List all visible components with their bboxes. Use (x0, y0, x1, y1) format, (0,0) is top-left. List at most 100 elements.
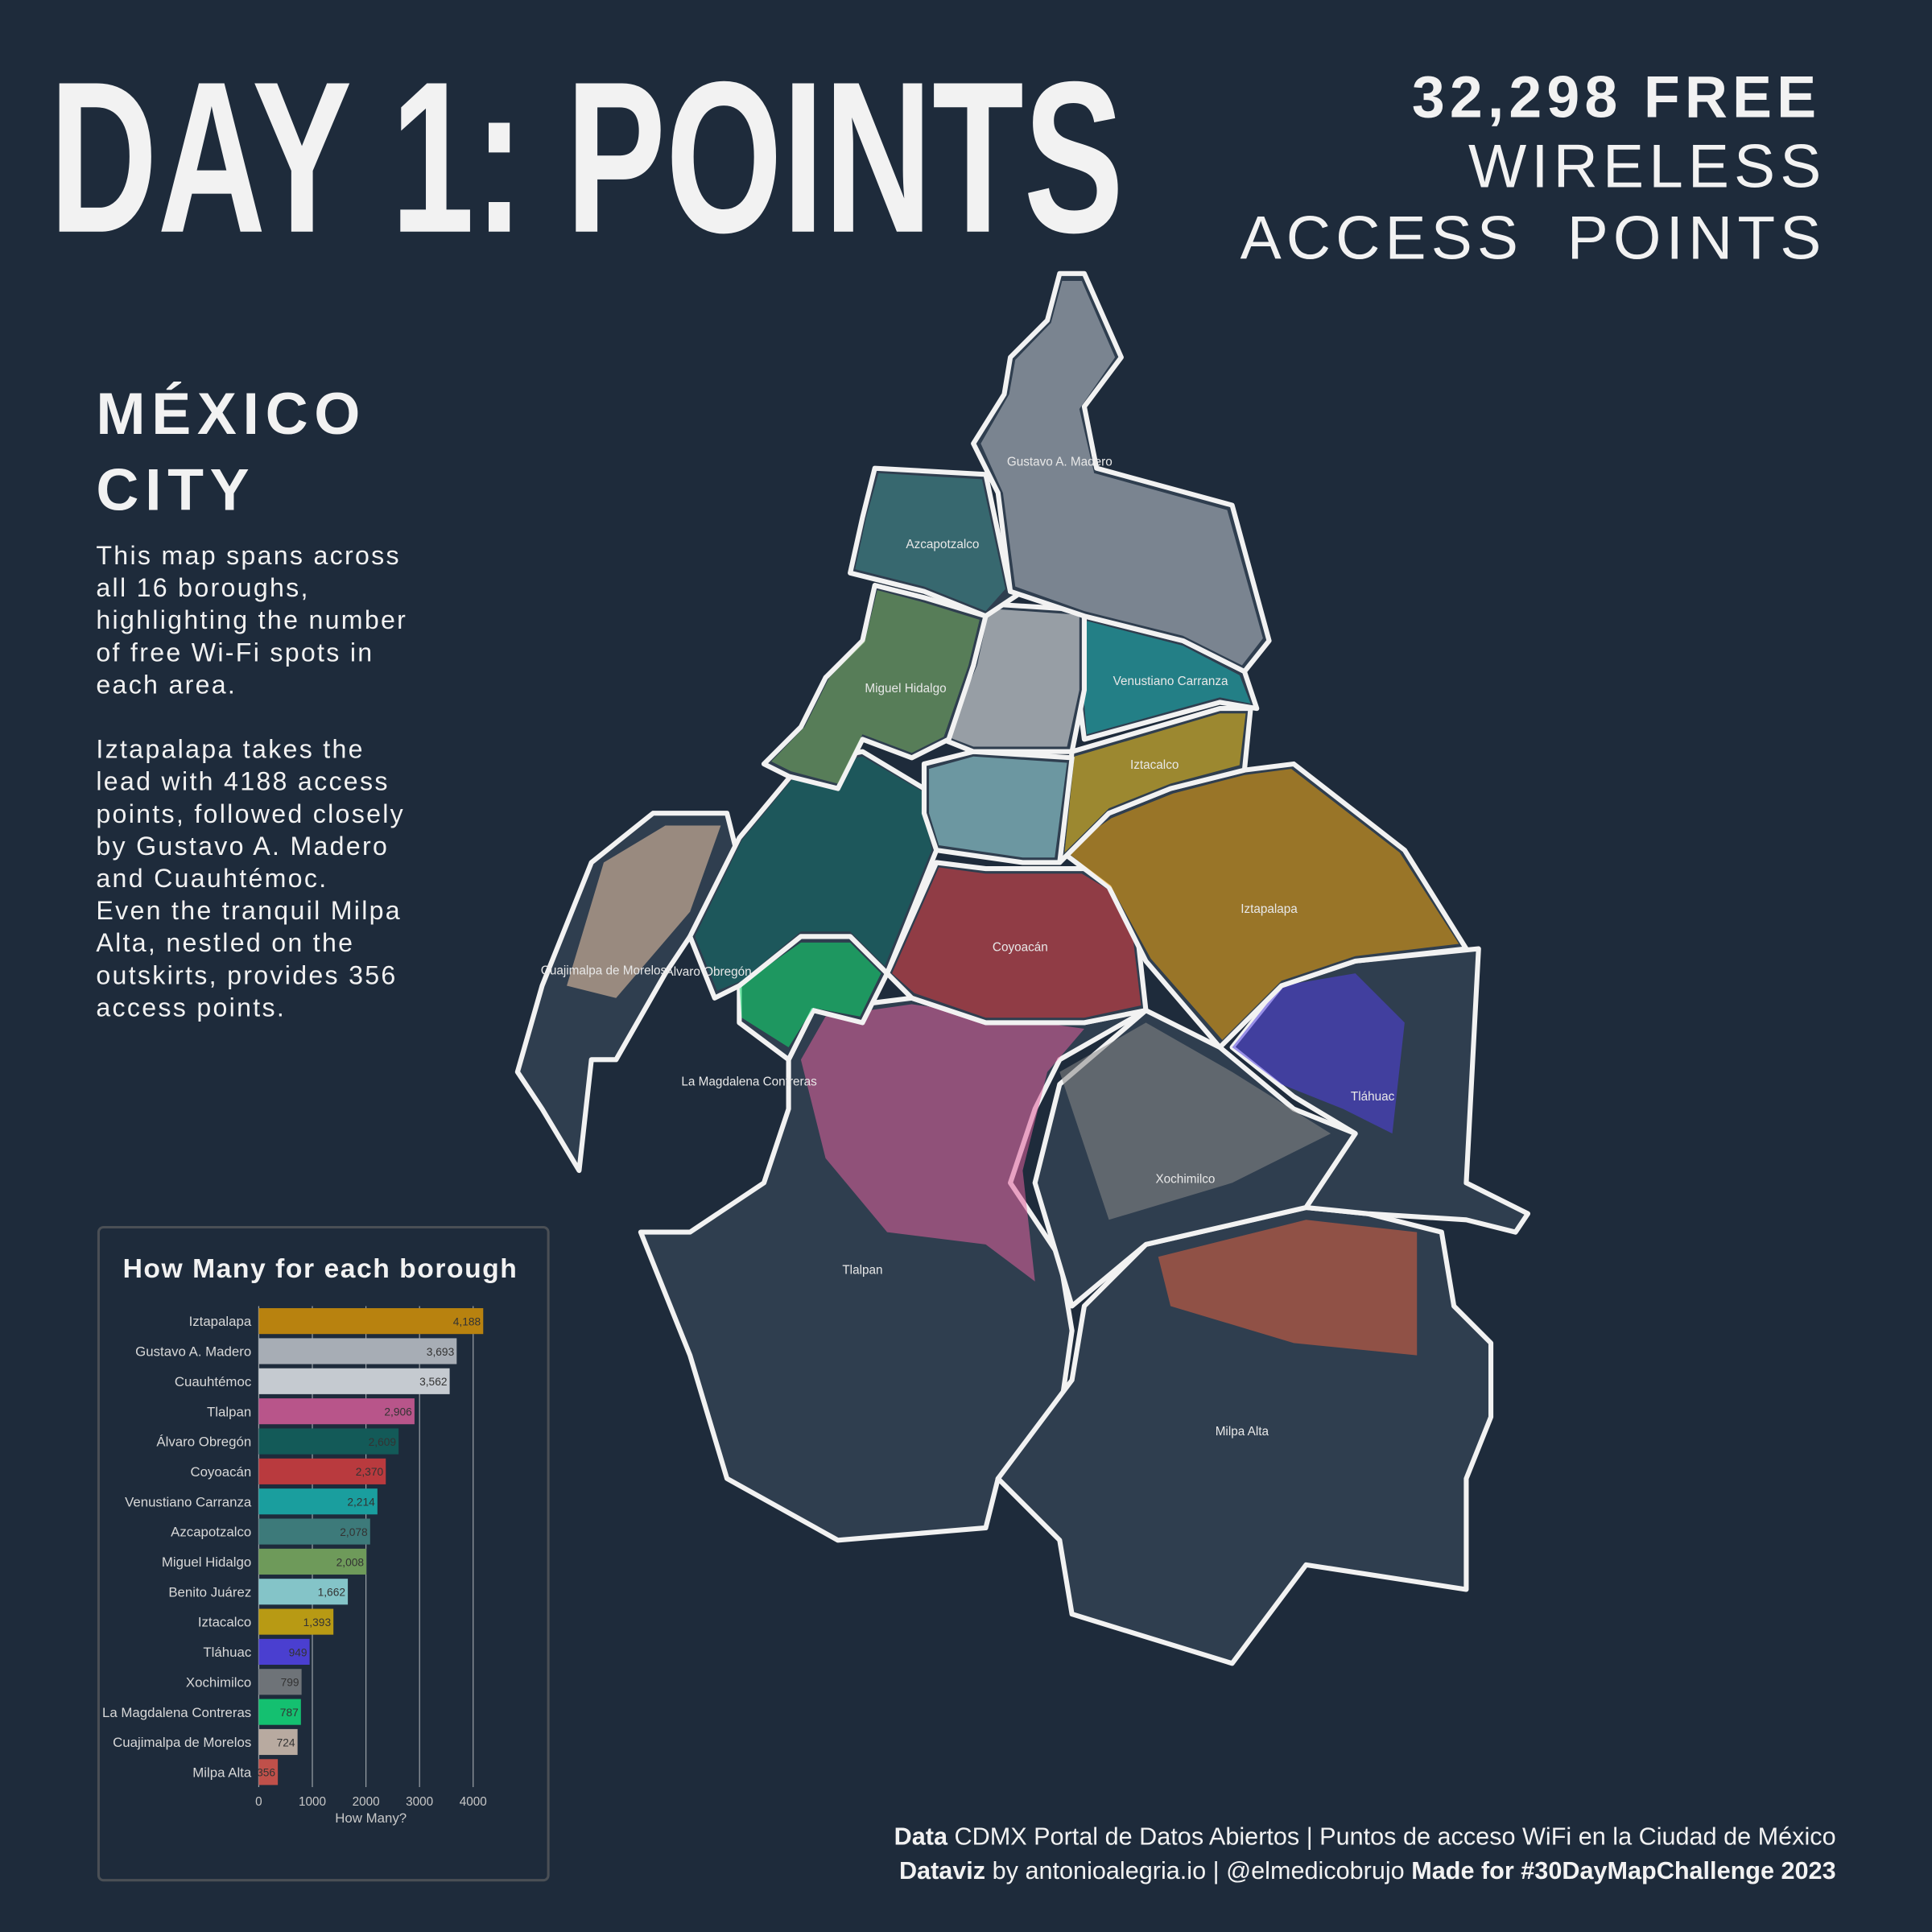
side-text-line: all 16 boroughs, (96, 573, 309, 602)
value-label: 787 (280, 1707, 299, 1719)
borough-points (892, 867, 1141, 1018)
side-text-line: Even the tranquil Milpa (96, 896, 402, 925)
borough-points (1064, 769, 1459, 1040)
subtitle: WIRELESS (1468, 133, 1826, 201)
borough-points (1083, 621, 1251, 735)
footer-bold: Made for #30DayMapChallenge 2023 (1411, 1857, 1835, 1885)
map-label: Milpa Alta (1216, 1425, 1269, 1439)
y-tick-label: Venustiano Carranza (125, 1494, 252, 1509)
borough-points (1064, 713, 1246, 853)
value-label: 1,662 (318, 1587, 345, 1599)
value-label: 2,008 (336, 1556, 365, 1568)
bar (258, 1368, 450, 1394)
borough-points (695, 756, 932, 991)
bar (258, 1338, 457, 1364)
borough-points (980, 280, 1263, 666)
value-label: 2,078 (340, 1526, 368, 1538)
map-label: Tláhuac (1351, 1090, 1395, 1104)
bar (258, 1699, 301, 1725)
map-label: Álvaro Obregón (666, 965, 752, 979)
side-text-line: of free Wi-Fi spots in (96, 638, 374, 667)
side-text-line: access points. (96, 993, 286, 1022)
y-tick-label: Azcapotzalco (171, 1525, 251, 1540)
borough-points (1059, 1022, 1331, 1220)
y-tick-label: Cuajimalpa de Morelos (113, 1735, 251, 1750)
value-label: 3,562 (419, 1376, 447, 1388)
side-text-line: by Gustavo A. Madero (96, 832, 389, 861)
map-label: Azcapotzalco (906, 538, 979, 551)
map-label: Iztacalco (1130, 758, 1179, 772)
bar (258, 1728, 298, 1756)
bar (258, 1638, 310, 1666)
side-text-line: each area. (96, 670, 237, 699)
bar (258, 1759, 279, 1785)
value-label: 2,214 (347, 1496, 375, 1509)
side-text-line: lead with 4188 access (96, 767, 389, 796)
bar (258, 1488, 378, 1515)
side-text-line: highlighting the number (96, 605, 407, 634)
side-text-line: points, followed closely (96, 799, 405, 828)
borough-points (567, 825, 721, 998)
chart-title: How Many for each borough (123, 1254, 518, 1284)
map-label: Tlalpan (842, 1264, 882, 1278)
footer-text: by antonioalegria.io | @elmedicobrujo (993, 1857, 1405, 1885)
y-tick-label: Álvaro Obregón (156, 1435, 251, 1450)
borough-points (739, 942, 881, 1048)
footer-bold: Dataviz (899, 1857, 985, 1885)
side-text-line: Iztapalapa takes the (96, 735, 364, 764)
bar (258, 1608, 334, 1635)
bar (258, 1458, 386, 1484)
bar (258, 1428, 399, 1455)
x-tick-label: 4000 (460, 1795, 487, 1809)
bar (258, 1548, 367, 1575)
side-text: This map spans across all 16 boroughs, hig… (96, 541, 407, 1022)
y-tick-label: Miguel Hidalgo (162, 1554, 251, 1570)
borough-points (929, 756, 1067, 858)
side-text-line: This map spans across (96, 541, 401, 570)
side-heading: CITY (96, 456, 255, 523)
map-label: Coyoacán (993, 941, 1048, 955)
y-tick-label: Tlalpan (207, 1404, 251, 1419)
bar (258, 1518, 370, 1545)
title: DAY 1: POINTS (49, 37, 1124, 278)
value-label: 356 (257, 1767, 275, 1779)
borough-points (771, 590, 980, 784)
borough-points (1232, 973, 1405, 1134)
map-label: Iztapalapa (1241, 902, 1298, 916)
value-label: 2,370 (356, 1466, 384, 1478)
side-text-line: and Cuauhtémoc. (96, 864, 328, 893)
footer-bold: Data (894, 1823, 948, 1850)
footer-text: CDMX Portal de Datos Abiertos | Puntos d… (955, 1823, 1836, 1850)
map-label: Gustavo A. Madero (1007, 456, 1113, 469)
y-tick-label: Milpa Alta (192, 1765, 252, 1780)
borough-points (947, 609, 1080, 747)
side-text-line: Alta, nestled on the (96, 928, 354, 957)
footer-line: Dataviz by antonioalegria.io | @elmedico… (899, 1857, 1836, 1885)
borough-points (1158, 1220, 1418, 1356)
value-label: 4,188 (453, 1315, 481, 1327)
subtitle: 32,298 FREE (1412, 63, 1821, 130)
x-tick-label: 1000 (299, 1795, 326, 1809)
y-tick-label: Cuauhtémoc (175, 1374, 251, 1389)
side-heading: MÉXICO (96, 380, 366, 447)
map-label: Cuajimalpa de Morelos (541, 964, 667, 978)
y-tick-label: Tláhuac (203, 1645, 251, 1660)
value-label: 799 (281, 1677, 299, 1689)
x-tick-label: 3000 (406, 1795, 433, 1809)
map: Gustavo A. Madero Azcapotzalco Miguel Hi… (514, 270, 1531, 1666)
borough-points (800, 1004, 1084, 1282)
bar (258, 1308, 484, 1335)
x-axis-label: How Many? (335, 1810, 407, 1826)
value-label: 2,609 (369, 1436, 396, 1448)
y-tick-label: Benito Juárez (168, 1584, 251, 1600)
value-label: 1,393 (303, 1616, 332, 1629)
map-label: Xochimilco (1155, 1172, 1215, 1186)
y-tick-label: Gustavo A. Madero (135, 1344, 251, 1360)
borough-points (855, 473, 1005, 612)
map-label: Miguel Hidalgo (865, 682, 946, 696)
value-label: 2,906 (384, 1406, 412, 1418)
bar (258, 1669, 302, 1695)
value-label: 949 (289, 1646, 308, 1658)
value-label: 724 (277, 1736, 295, 1748)
subtitle: ACCESS POINTS (1241, 204, 1827, 272)
